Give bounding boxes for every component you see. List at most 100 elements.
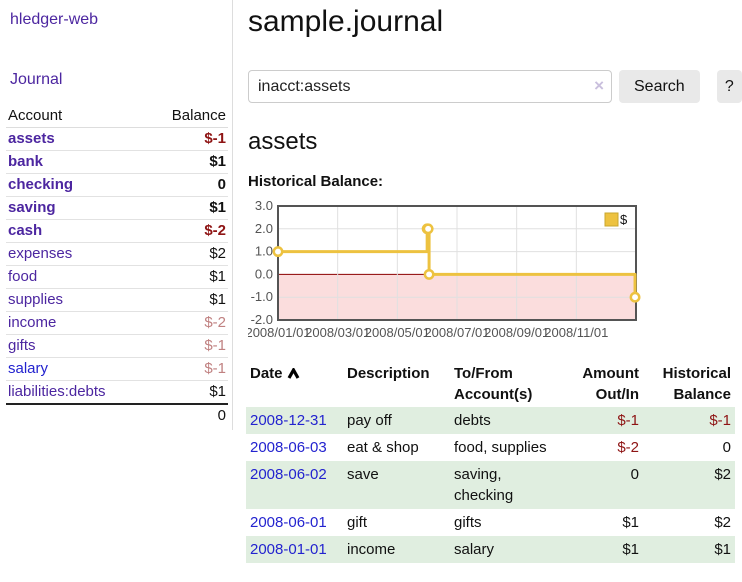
historical-balance-chart: $3.0 2.0 1.0 0.0 -1.0 -2.02008/01/012008/03/0… bbox=[248, 200, 641, 340]
register-header-amount: Amount Out/In bbox=[582, 365, 639, 403]
search-input[interactable] bbox=[248, 70, 612, 103]
account-balance: $-1 bbox=[147, 357, 228, 381]
table-row: 2008-01-01 income salary $1 $1 bbox=[246, 536, 735, 563]
transaction-date-link[interactable]: 2008-06-03 bbox=[246, 434, 343, 461]
account-balance: $-2 bbox=[147, 219, 228, 243]
table-row: 2008-06-03 eat & shop food, supplies $-2 0 bbox=[246, 434, 735, 461]
date-link[interactable]: 2008-06-02 bbox=[250, 466, 327, 483]
chart-title: Historical Balance: bbox=[248, 173, 384, 190]
transaction-amount: $1 bbox=[622, 541, 639, 558]
accounts-total-value: 0 bbox=[147, 403, 228, 427]
account-link[interactable]: supplies bbox=[8, 291, 64, 308]
transaction-date-link[interactable]: 2008-01-01 bbox=[246, 536, 343, 563]
transaction-date-link[interactable]: 2008-06-01 bbox=[246, 509, 343, 536]
transaction-description: eat & shop bbox=[347, 439, 419, 456]
y-axis-tick: -1.0 bbox=[251, 289, 273, 304]
transaction-accounts: gifts bbox=[454, 514, 482, 531]
account-link[interactable]: salary bbox=[8, 360, 49, 377]
date-link[interactable]: 2008-12-31 bbox=[250, 412, 327, 429]
transaction-amount: $1 bbox=[622, 514, 639, 531]
y-axis-tick: 0.0 bbox=[255, 266, 273, 281]
register-header-accounts: To/From Account(s) bbox=[454, 365, 533, 403]
transaction-date-link[interactable]: 2008-12-31 bbox=[246, 407, 343, 434]
sidebar: hledger-web Journal Account Balance asse… bbox=[0, 0, 233, 430]
search-form: × Search ? bbox=[248, 70, 742, 103]
accounts-header-account: Account bbox=[6, 105, 148, 128]
accounts-table: Account Balance assets $-1 bank $1 checking 0… bbox=[6, 105, 228, 427]
date-link[interactable]: 2008-06-01 bbox=[250, 514, 327, 531]
account-balance: $1 bbox=[147, 196, 228, 220]
account-row: assets $-1 bbox=[6, 127, 228, 151]
register-table: Date Description To/From Account(s) Amou… bbox=[246, 361, 735, 563]
y-axis-tick: 1.0 bbox=[255, 244, 273, 259]
account-row: expenses $2 bbox=[6, 242, 228, 266]
accounts-header-row: Account Balance bbox=[6, 105, 228, 128]
register-header-row: Date Description To/From Account(s) Amou… bbox=[246, 361, 735, 407]
x-axis-tick: 2008/11/01 bbox=[544, 325, 608, 340]
clear-search-icon[interactable]: × bbox=[594, 76, 604, 95]
account-link[interactable]: cash bbox=[8, 222, 43, 239]
date-link[interactable]: 2008-01-01 bbox=[250, 541, 327, 558]
account-row: food $1 bbox=[6, 265, 228, 289]
accounts-total-row: 0 bbox=[6, 403, 228, 427]
transaction-description: save bbox=[347, 466, 379, 483]
page-title: sample.journal bbox=[248, 5, 444, 38]
table-row: 2008-06-02 save saving, checking 0 $2 bbox=[246, 461, 735, 509]
transaction-date-link[interactable]: 2008-06-02 bbox=[246, 461, 343, 509]
account-balance: $1 bbox=[147, 150, 228, 174]
account-row: gifts $-1 bbox=[6, 334, 228, 358]
transaction-accounts: saving, checking bbox=[454, 466, 514, 504]
register-header-balance: Historical Balance bbox=[662, 365, 731, 403]
account-heading: assets bbox=[248, 128, 318, 155]
register-header-date-label: Date bbox=[250, 365, 283, 382]
main-content: sample.journal × Search ? assets Histori… bbox=[246, 0, 742, 563]
account-link[interactable]: expenses bbox=[8, 245, 73, 262]
transaction-balance: $2 bbox=[714, 514, 731, 531]
account-link[interactable]: assets bbox=[8, 130, 55, 147]
account-row: saving $1 bbox=[6, 196, 228, 220]
transaction-description: gift bbox=[347, 514, 368, 531]
register-header-date[interactable]: Date bbox=[246, 361, 343, 407]
register-header-description: Description bbox=[347, 365, 430, 382]
transaction-accounts: salary bbox=[454, 541, 495, 558]
x-axis-tick: 2008/05/01 bbox=[365, 325, 430, 340]
table-row: 2008-06-01 gift gifts $1 $2 bbox=[246, 509, 735, 536]
y-axis-tick: 3.0 bbox=[255, 200, 273, 213]
account-row: liabilities:debts $1 bbox=[6, 380, 228, 405]
account-balance: $-2 bbox=[147, 311, 228, 335]
account-balance: $1 bbox=[147, 265, 228, 289]
account-link[interactable]: saving bbox=[8, 199, 56, 216]
date-link[interactable]: 2008-06-03 bbox=[250, 439, 327, 456]
y-axis-tick: 2.0 bbox=[255, 221, 273, 236]
account-link[interactable]: bank bbox=[8, 153, 44, 170]
transaction-amount: $-2 bbox=[617, 439, 639, 456]
x-axis-tick: 2008/03/01 bbox=[305, 325, 370, 340]
help-button[interactable]: ? bbox=[716, 70, 742, 103]
transaction-balance: 0 bbox=[722, 439, 731, 456]
accounts-total-spacer bbox=[6, 403, 148, 427]
app-brand[interactable]: hledger-web bbox=[10, 11, 99, 28]
transaction-description: income bbox=[347, 541, 396, 558]
transaction-balance: $2 bbox=[714, 466, 731, 483]
transaction-amount: $-1 bbox=[617, 412, 639, 429]
transaction-balance: $1 bbox=[714, 541, 731, 558]
sidebar-item-journal[interactable]: Journal bbox=[10, 71, 63, 88]
account-link[interactable]: gifts bbox=[8, 337, 36, 354]
account-link[interactable]: income bbox=[8, 314, 57, 331]
search-button[interactable]: Search bbox=[619, 70, 700, 103]
legend-swatch bbox=[604, 212, 619, 227]
account-row: salary $-1 bbox=[6, 357, 228, 381]
sort-ascending-icon bbox=[287, 368, 299, 379]
account-link[interactable]: food bbox=[8, 268, 38, 285]
account-link[interactable]: checking bbox=[8, 176, 74, 193]
y-axis-tick: -2.0 bbox=[251, 312, 273, 327]
account-balance: $-1 bbox=[147, 334, 228, 358]
account-balance: 0 bbox=[147, 173, 228, 197]
search-box: × bbox=[248, 70, 612, 103]
accounts-header-balance: Balance bbox=[147, 105, 228, 128]
transaction-accounts: debts bbox=[454, 412, 491, 429]
account-link[interactable]: liabilities:debts bbox=[8, 383, 106, 400]
table-row: 2008-12-31 pay off debts $-1 $-1 bbox=[246, 407, 735, 434]
x-axis-tick: 2008/01/01 bbox=[248, 325, 311, 340]
account-row: supplies $1 bbox=[6, 288, 228, 312]
